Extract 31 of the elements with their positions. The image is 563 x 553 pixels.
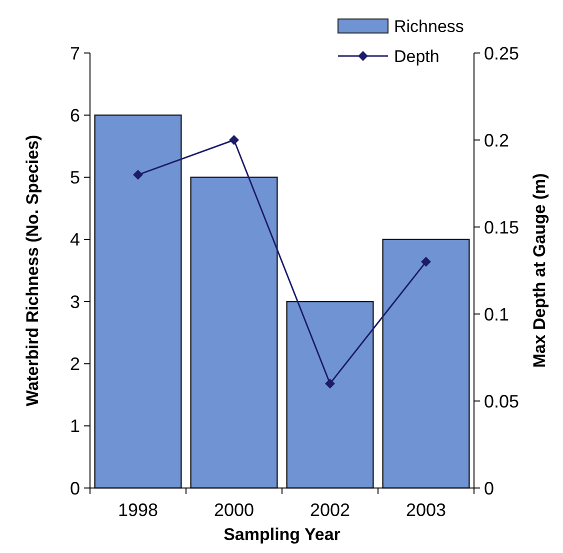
y-tick-label: 7	[70, 43, 80, 64]
y-tick-label: 3	[70, 292, 80, 312]
y-tick-label: 1	[70, 416, 80, 436]
bar	[382, 238, 470, 489]
bar	[190, 176, 278, 489]
y-tick-label: 4	[70, 230, 80, 250]
y2-tick-label: 0	[484, 478, 494, 498]
y2-axis-title: Max Depth at Gauge (m)	[530, 173, 549, 368]
point	[325, 378, 335, 389]
y2-tick-label: 0.05	[484, 391, 520, 412]
y-tick-label: 5	[70, 168, 80, 188]
y-tick-label: 6	[70, 105, 80, 126]
y2-tick-label: 0.1	[484, 304, 510, 324]
point	[229, 135, 239, 145]
x-tick-label: 2002	[310, 500, 350, 520]
y-axis-title: Waterbird Richness (No. Species)	[23, 134, 42, 406]
x-axis-title: Sampling Year	[224, 525, 341, 544]
x-tick-label: 2003	[406, 500, 446, 520]
bar	[94, 114, 182, 489]
x-tick-label: 1998	[118, 500, 158, 520]
x-tick-label: 2000	[214, 500, 254, 520]
bar	[286, 300, 374, 489]
legend-label: Richness	[394, 16, 464, 36]
y-tick-label: 0	[70, 478, 80, 498]
y-tick-label: 2	[70, 354, 80, 374]
point	[133, 170, 143, 180]
y2-tick-label: 0.25	[484, 43, 520, 64]
y2-tick-label: 0.15	[484, 217, 520, 238]
y2-tick-label: 0.2	[484, 130, 510, 150]
point	[421, 256, 431, 267]
legend-label: Depth	[394, 46, 440, 66]
